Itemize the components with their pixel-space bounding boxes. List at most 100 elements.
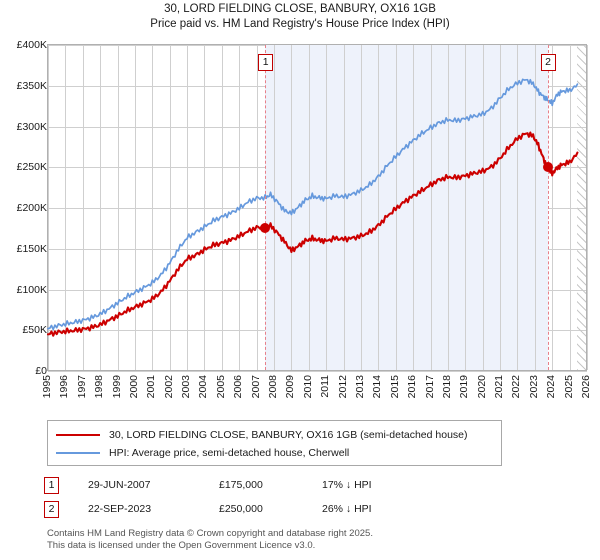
event-marker-line-2 — [547, 45, 549, 370]
x-axis-tick-label: 2025 — [562, 375, 575, 399]
x-axis-tick-label: 2001 — [145, 375, 158, 399]
transaction-price-1: £175,000 — [219, 479, 263, 491]
gridline-vertical — [465, 45, 467, 370]
transaction-badge-1: 1 — [44, 476, 59, 494]
x-axis-tick-label: 2002 — [162, 375, 175, 399]
plot-right-border — [586, 44, 587, 371]
legend-item-price-paid: 30, LORD FIELDING CLOSE, BANBURY, OX16 1… — [56, 426, 493, 444]
transaction-list: 1 29-JUN-2007 £175,000 17% ↓ HPI 2 22-SE… — [44, 473, 504, 521]
event-marker-dot-2[interactable] — [542, 162, 553, 173]
gridline-vertical — [447, 45, 449, 370]
y-axis-tick-label: £200K — [16, 202, 47, 214]
x-axis-tick-label: 1995 — [41, 375, 53, 399]
gridline-vertical — [413, 45, 415, 370]
chart-legend: 30, LORD FIELDING CLOSE, BANBURY, OX16 1… — [47, 420, 502, 466]
gridline-vertical — [587, 45, 588, 370]
x-axis-tick-label: 2017 — [423, 375, 436, 399]
gridline-vertical — [360, 45, 362, 370]
legend-swatch-hpi — [56, 452, 100, 454]
gridline-vertical — [378, 45, 380, 370]
legend-label-price-paid: 30, LORD FIELDING CLOSE, BANBURY, OX16 1… — [109, 429, 468, 441]
x-axis-tick-label: 2016 — [406, 375, 419, 399]
transaction-date-1: 29-JUN-2007 — [88, 479, 151, 491]
x-axis-tick-label: 2005 — [214, 375, 227, 399]
gridline-vertical — [221, 45, 223, 370]
table-row[interactable]: 2 22-SEP-2023 £250,000 26% ↓ HPI — [44, 497, 504, 521]
gridline-vertical — [256, 45, 258, 370]
gridline-vertical — [430, 45, 432, 370]
y-axis-labels: £0 £50K £100K £150K £200K £250K £300K £350K £400… — [0, 39, 47, 377]
gridline-vertical — [100, 45, 102, 370]
x-axis-tick-label: 2021 — [493, 375, 506, 399]
x-axis-tick-label: 1999 — [110, 375, 123, 399]
x-axis-tick-label: 2018 — [440, 375, 453, 399]
table-row[interactable]: 1 29-JUN-2007 £175,000 17% ↓ HPI — [44, 473, 504, 497]
y-axis-tick-label: £50K — [22, 324, 47, 337]
future-projection-region — [577, 45, 587, 370]
x-axis-tick-label: 2011 — [319, 375, 332, 398]
x-axis-tick-label: 2004 — [197, 375, 210, 399]
gridline-vertical — [534, 45, 536, 370]
gridline-vertical — [187, 45, 189, 370]
series-line — [47, 78, 579, 331]
y-axis-tick-label: £100K — [16, 283, 47, 296]
gridline-vertical — [569, 45, 571, 370]
transaction-hpi-delta-1: 17% ↓ HPI — [322, 479, 372, 491]
x-axis-tick-label: 1996 — [58, 375, 71, 399]
title-line-2: Price paid vs. HM Land Registry's House … — [150, 18, 450, 30]
x-axis-labels: 1995 1996 1997 1998 1999 2000 2001 2002 2003 2004… — [41, 375, 592, 417]
gridline-vertical — [65, 45, 67, 370]
gridline-horizontal — [48, 371, 587, 372]
gridline-vertical — [482, 45, 484, 370]
event-marker-line-1 — [265, 45, 267, 370]
transaction-hpi-delta-2: 26% ↓ HPI — [322, 503, 372, 515]
x-axis-tick-label: 2009 — [284, 375, 297, 399]
x-axis-tick-label: 2008 — [267, 375, 280, 399]
event-marker-badge-2[interactable]: 2 — [540, 54, 556, 71]
title-line-1: 30, LORD FIELDING CLOSE, BANBURY, OX16 1… — [164, 3, 436, 15]
gridline-vertical — [308, 45, 310, 370]
gridline-vertical — [152, 45, 154, 370]
x-axis-tick-label: 2019 — [458, 375, 471, 399]
x-axis-tick-label: 2010 — [301, 375, 314, 399]
gridline-vertical — [343, 45, 345, 370]
x-axis-tick-label: 2026 — [580, 375, 592, 399]
x-axis-tick-label: 2003 — [180, 375, 193, 399]
page-title: 30, LORD FIELDING CLOSE, BANBURY, OX16 1… — [0, 2, 600, 32]
gridline-vertical — [274, 45, 276, 370]
price-history-chart: £0 £50K £100K £150K £200K £250K £300K £350K £400… — [0, 36, 600, 398]
gridline-vertical — [204, 45, 206, 370]
gridline-vertical — [326, 45, 328, 370]
legend-label-hpi: HPI: Average price, semi-detached house,… — [109, 447, 350, 459]
x-axis-tick-label: 2020 — [475, 375, 488, 399]
x-axis-tick-label: 1998 — [93, 375, 106, 399]
y-axis-tick-label: £250K — [16, 161, 47, 174]
x-axis-tick-label: 2006 — [232, 375, 245, 399]
gridline-vertical — [82, 45, 84, 370]
y-axis-tick-label: £300K — [16, 120, 47, 133]
footer-line-1: Contains HM Land Registry data © Crown c… — [47, 528, 373, 539]
x-axis-tick-label: 2015 — [388, 375, 401, 399]
event-marker-dot-1[interactable] — [260, 223, 271, 234]
gridline-vertical — [169, 45, 171, 370]
transaction-price-2: £250,000 — [219, 503, 263, 515]
y-axis-tick-label: £350K — [16, 79, 47, 92]
x-axis-tick-label: 2023 — [527, 375, 540, 399]
gridline-vertical — [134, 45, 136, 370]
gridline-vertical — [552, 45, 554, 370]
event-marker-badge-1[interactable]: 1 — [258, 54, 274, 71]
y-axis-tick-label: £400K — [16, 39, 47, 51]
gridline-vertical — [500, 45, 502, 370]
x-axis-tick-label: 2014 — [371, 375, 384, 399]
gridline-vertical — [291, 45, 293, 370]
x-axis-tick-label: 2012 — [336, 375, 349, 399]
transaction-badge-2: 2 — [44, 500, 59, 518]
gridline-vertical — [48, 45, 49, 370]
series-layer — [46, 78, 579, 337]
x-axis-tick-label: 1997 — [75, 375, 88, 399]
x-axis-tick-label: 2013 — [353, 375, 366, 399]
gridline-vertical — [517, 45, 519, 370]
x-axis-tick-label: 2024 — [545, 375, 558, 399]
gridline-vertical — [117, 45, 119, 370]
